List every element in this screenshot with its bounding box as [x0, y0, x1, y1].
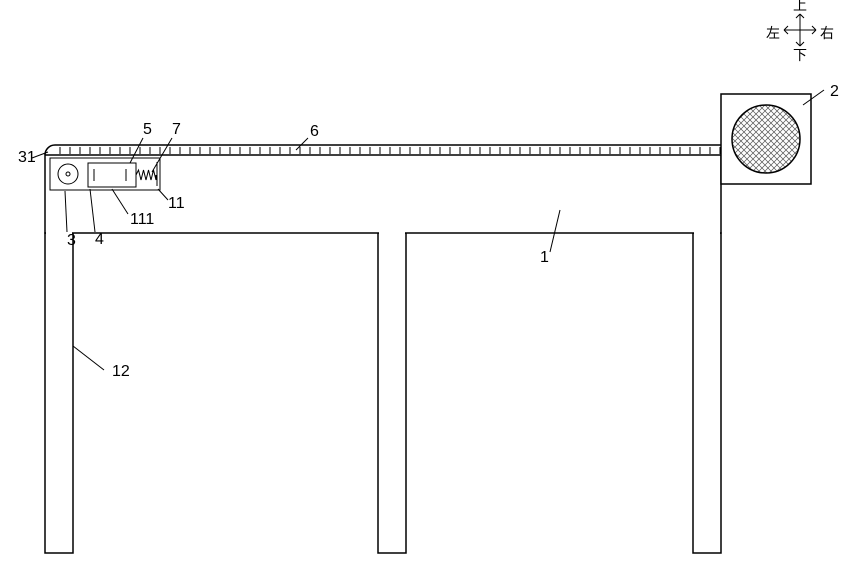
leader-12: [73, 346, 104, 370]
compass-left: 左: [766, 26, 780, 42]
compass: 上下左 右: [766, 0, 834, 64]
compass-right: 右: [820, 26, 834, 42]
leg-3: [693, 233, 721, 553]
leader-6: [296, 138, 308, 150]
label-3: 3: [67, 232, 76, 249]
label-4: 4: [95, 231, 104, 248]
label-11: 11: [168, 195, 185, 212]
label-6: 6: [310, 123, 319, 140]
compass-up: 上: [793, 0, 807, 14]
label-1: 1: [540, 249, 549, 266]
label-31: 31: [18, 149, 36, 166]
top-band: [45, 145, 721, 155]
label-5: 5: [143, 121, 152, 138]
left-assembly: [50, 158, 160, 190]
compass-down: 下: [793, 49, 807, 64]
label-12: 12: [112, 363, 130, 380]
label-111: 111: [130, 211, 154, 228]
label-2: 2: [830, 83, 839, 100]
right-circle: [732, 105, 800, 173]
roller: [58, 164, 78, 184]
leg-1: [45, 233, 73, 553]
inner-block: [88, 163, 136, 187]
leg-2: [378, 233, 406, 553]
label-7: 7: [172, 121, 181, 138]
